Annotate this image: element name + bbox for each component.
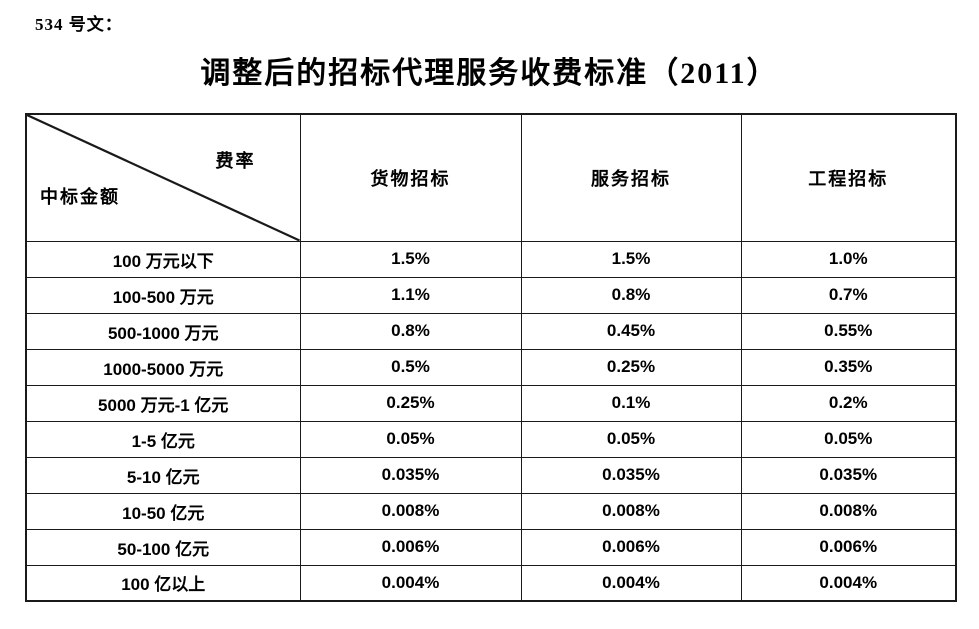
- rate-value-cell: 0.45%: [520, 312, 742, 350]
- amount-range-cell: 1000-5000 万元: [25, 348, 301, 386]
- column-header-service-bidding: 服务招标: [520, 113, 742, 242]
- rate-value-cell: 0.8%: [520, 276, 742, 314]
- rate-value-cell: 0.7%: [740, 276, 957, 314]
- table-row: 5-10 亿元 0.035% 0.035% 0.035%: [25, 456, 957, 494]
- rate-value-cell: 1.1%: [299, 276, 522, 314]
- rate-value-cell: 0.008%: [740, 492, 957, 530]
- table-row: 10-50 亿元 0.008% 0.008% 0.008%: [25, 492, 957, 530]
- rate-value-cell: 0.05%: [520, 420, 742, 458]
- header-row: 费率 中标金额 货物招标 服务招标 工程招标: [25, 113, 957, 242]
- table-row: 500-1000 万元 0.8% 0.45% 0.55%: [25, 312, 957, 350]
- diagonal-header-cell: 费率 中标金额: [25, 113, 301, 242]
- rate-value-cell: 0.25%: [520, 348, 742, 386]
- rate-value-cell: 0.05%: [299, 420, 522, 458]
- doc-number-label: 534 号文：: [35, 15, 123, 34]
- amount-range-cell: 1-5 亿元: [25, 420, 301, 458]
- amount-range-cell: 50-100 亿元: [25, 528, 301, 566]
- page-title: 调整后的招标代理服务收费标准（2011）: [200, 57, 779, 90]
- amount-range-cell: 5000 万元-1 亿元: [25, 384, 301, 422]
- fee-table: 费率 中标金额 货物招标 服务招标 工程招标 100 万元以下 1.5% 1.5% 1…: [25, 113, 957, 602]
- rate-value-cell: 0.035%: [520, 456, 742, 494]
- rate-value-cell: 0.006%: [740, 528, 957, 566]
- rate-value-cell: 0.008%: [520, 492, 742, 530]
- amount-range-cell: 500-1000 万元: [25, 312, 301, 350]
- diagonal-divider-line: [27, 115, 300, 241]
- rate-value-cell: 0.8%: [299, 312, 522, 350]
- rate-value-cell: 1.5%: [520, 240, 742, 278]
- rate-value-cell: 0.5%: [299, 348, 522, 386]
- rate-value-cell: 0.1%: [520, 384, 742, 422]
- corner-label-rate: 费率: [215, 151, 256, 171]
- column-header-engineering-bidding: 工程招标: [740, 113, 957, 242]
- amount-range-cell: 5-10 亿元: [25, 456, 301, 494]
- table-row: 1000-5000 万元 0.5% 0.25% 0.35%: [25, 348, 957, 386]
- table-row: 50-100 亿元 0.006% 0.006% 0.006%: [25, 528, 957, 566]
- rate-value-cell: 0.008%: [299, 492, 522, 530]
- amount-range-cell: 100-500 万元: [25, 276, 301, 314]
- rate-value-cell: 1.5%: [299, 240, 522, 278]
- column-header-goods-bidding: 货物招标: [299, 113, 522, 242]
- rate-value-cell: 0.004%: [299, 564, 522, 602]
- rate-value-cell: 0.05%: [740, 420, 957, 458]
- rate-value-cell: 0.004%: [740, 564, 957, 602]
- table-row: 100-500 万元 1.1% 0.8% 0.7%: [25, 276, 957, 314]
- rate-value-cell: 0.004%: [520, 564, 742, 602]
- rate-value-cell: 0.55%: [740, 312, 957, 350]
- rate-value-cell: 0.006%: [299, 528, 522, 566]
- rate-value-cell: 0.25%: [299, 384, 522, 422]
- amount-range-cell: 10-50 亿元: [25, 492, 301, 530]
- rate-value-cell: 0.2%: [740, 384, 957, 422]
- table-row: 1-5 亿元 0.05% 0.05% 0.05%: [25, 420, 957, 458]
- rate-value-cell: 0.35%: [740, 348, 957, 386]
- rate-value-cell: 0.035%: [740, 456, 957, 494]
- table-row: 100 万元以下 1.5% 1.5% 1.0%: [25, 240, 957, 278]
- fee-table-body: 100 万元以下 1.5% 1.5% 1.0% 100-500 万元 1.1% 0.8% 0.…: [25, 240, 957, 602]
- table-row: 100 亿以上 0.004% 0.004% 0.004%: [25, 564, 957, 602]
- rate-value-cell: 1.0%: [740, 240, 957, 278]
- corner-label-amount: 中标金额: [40, 187, 120, 207]
- table-row: 5000 万元-1 亿元 0.25% 0.1% 0.2%: [25, 384, 957, 422]
- amount-range-cell: 100 万元以下: [25, 240, 301, 278]
- rate-value-cell: 0.035%: [299, 456, 522, 494]
- rate-value-cell: 0.006%: [520, 528, 742, 566]
- amount-range-cell: 100 亿以上: [25, 564, 301, 602]
